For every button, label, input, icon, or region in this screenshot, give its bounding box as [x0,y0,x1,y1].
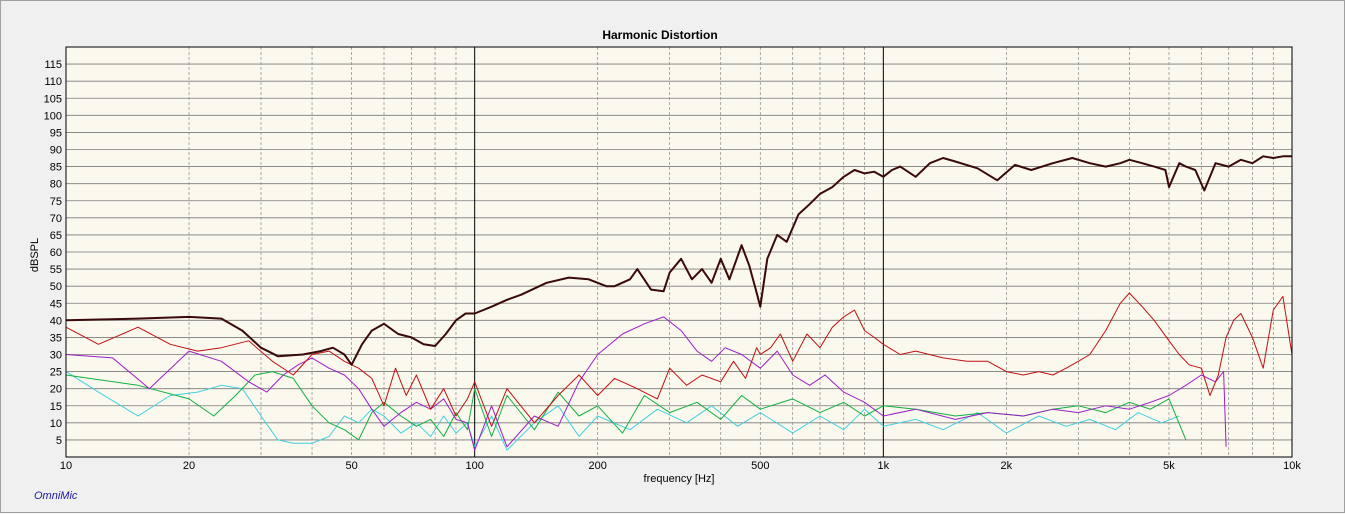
brand-label: OmniMic [34,490,78,502]
series-line-fundamental [65,155,1292,366]
y-tick-label: 35 [50,332,62,344]
chart-title: Harmonic Distortion [602,28,717,42]
y-tick-label: 65 [50,230,62,242]
y-tick-label: 15 [50,401,62,413]
x-axis-label: frequency [Hz] [644,473,715,485]
y-tick-labels: 5 10 15 20 25 30 35 40 45 50 55 60 65 70 75 80 85 90 95 100… [44,59,62,447]
plot-border [65,46,1293,458]
y-tick-label: 40 [50,315,62,327]
x-tick-label: 200 [589,460,607,472]
x-tick-label: 1k [878,460,890,472]
y-tick-label: 30 [50,350,62,362]
series-line-h2 [65,292,1293,427]
y-tick-label: 45 [50,298,62,310]
y-tick-label: 50 [50,281,62,293]
y-tick-label: 25 [50,367,62,379]
x-tick-label: 500 [751,460,769,472]
x-tick-label: 10k [1283,460,1301,472]
y-tick-label: 75 [50,196,62,208]
y-tick-label: 70 [50,213,62,225]
x-tick-label: 20 [183,460,195,472]
y-tick-label: 110 [44,76,62,88]
x-tick-label: 2k [1001,460,1013,472]
series-group [65,155,1293,451]
y-tick-label: 80 [50,179,62,191]
x-tick-label: 100 [465,460,483,472]
x-tick-label: 50 [346,460,358,472]
y-tick-label: 5 [56,435,62,447]
y-tick-label: 85 [50,162,62,174]
y-tick-label: 115 [44,59,62,71]
x-tick-label: 5k [1163,460,1175,472]
y-tick-label: 20 [50,384,62,396]
x-tick-label: 10 [60,460,72,472]
y-tick-label: 95 [50,127,62,139]
grid-lines [65,47,1292,457]
y-axis-label: dBSPL [29,238,41,272]
y-tick-label: 55 [50,264,62,276]
y-tick-label: 105 [44,93,62,105]
y-tick-label: 100 [44,110,62,122]
y-tick-label: 90 [50,145,62,157]
series-line-h3 [65,316,1227,451]
y-tick-label: 10 [50,418,62,430]
x-tick-labels: 10 20 50 100 200 500 1k 2k 5k 10k [60,460,1301,472]
y-tick-label: 60 [50,247,62,259]
